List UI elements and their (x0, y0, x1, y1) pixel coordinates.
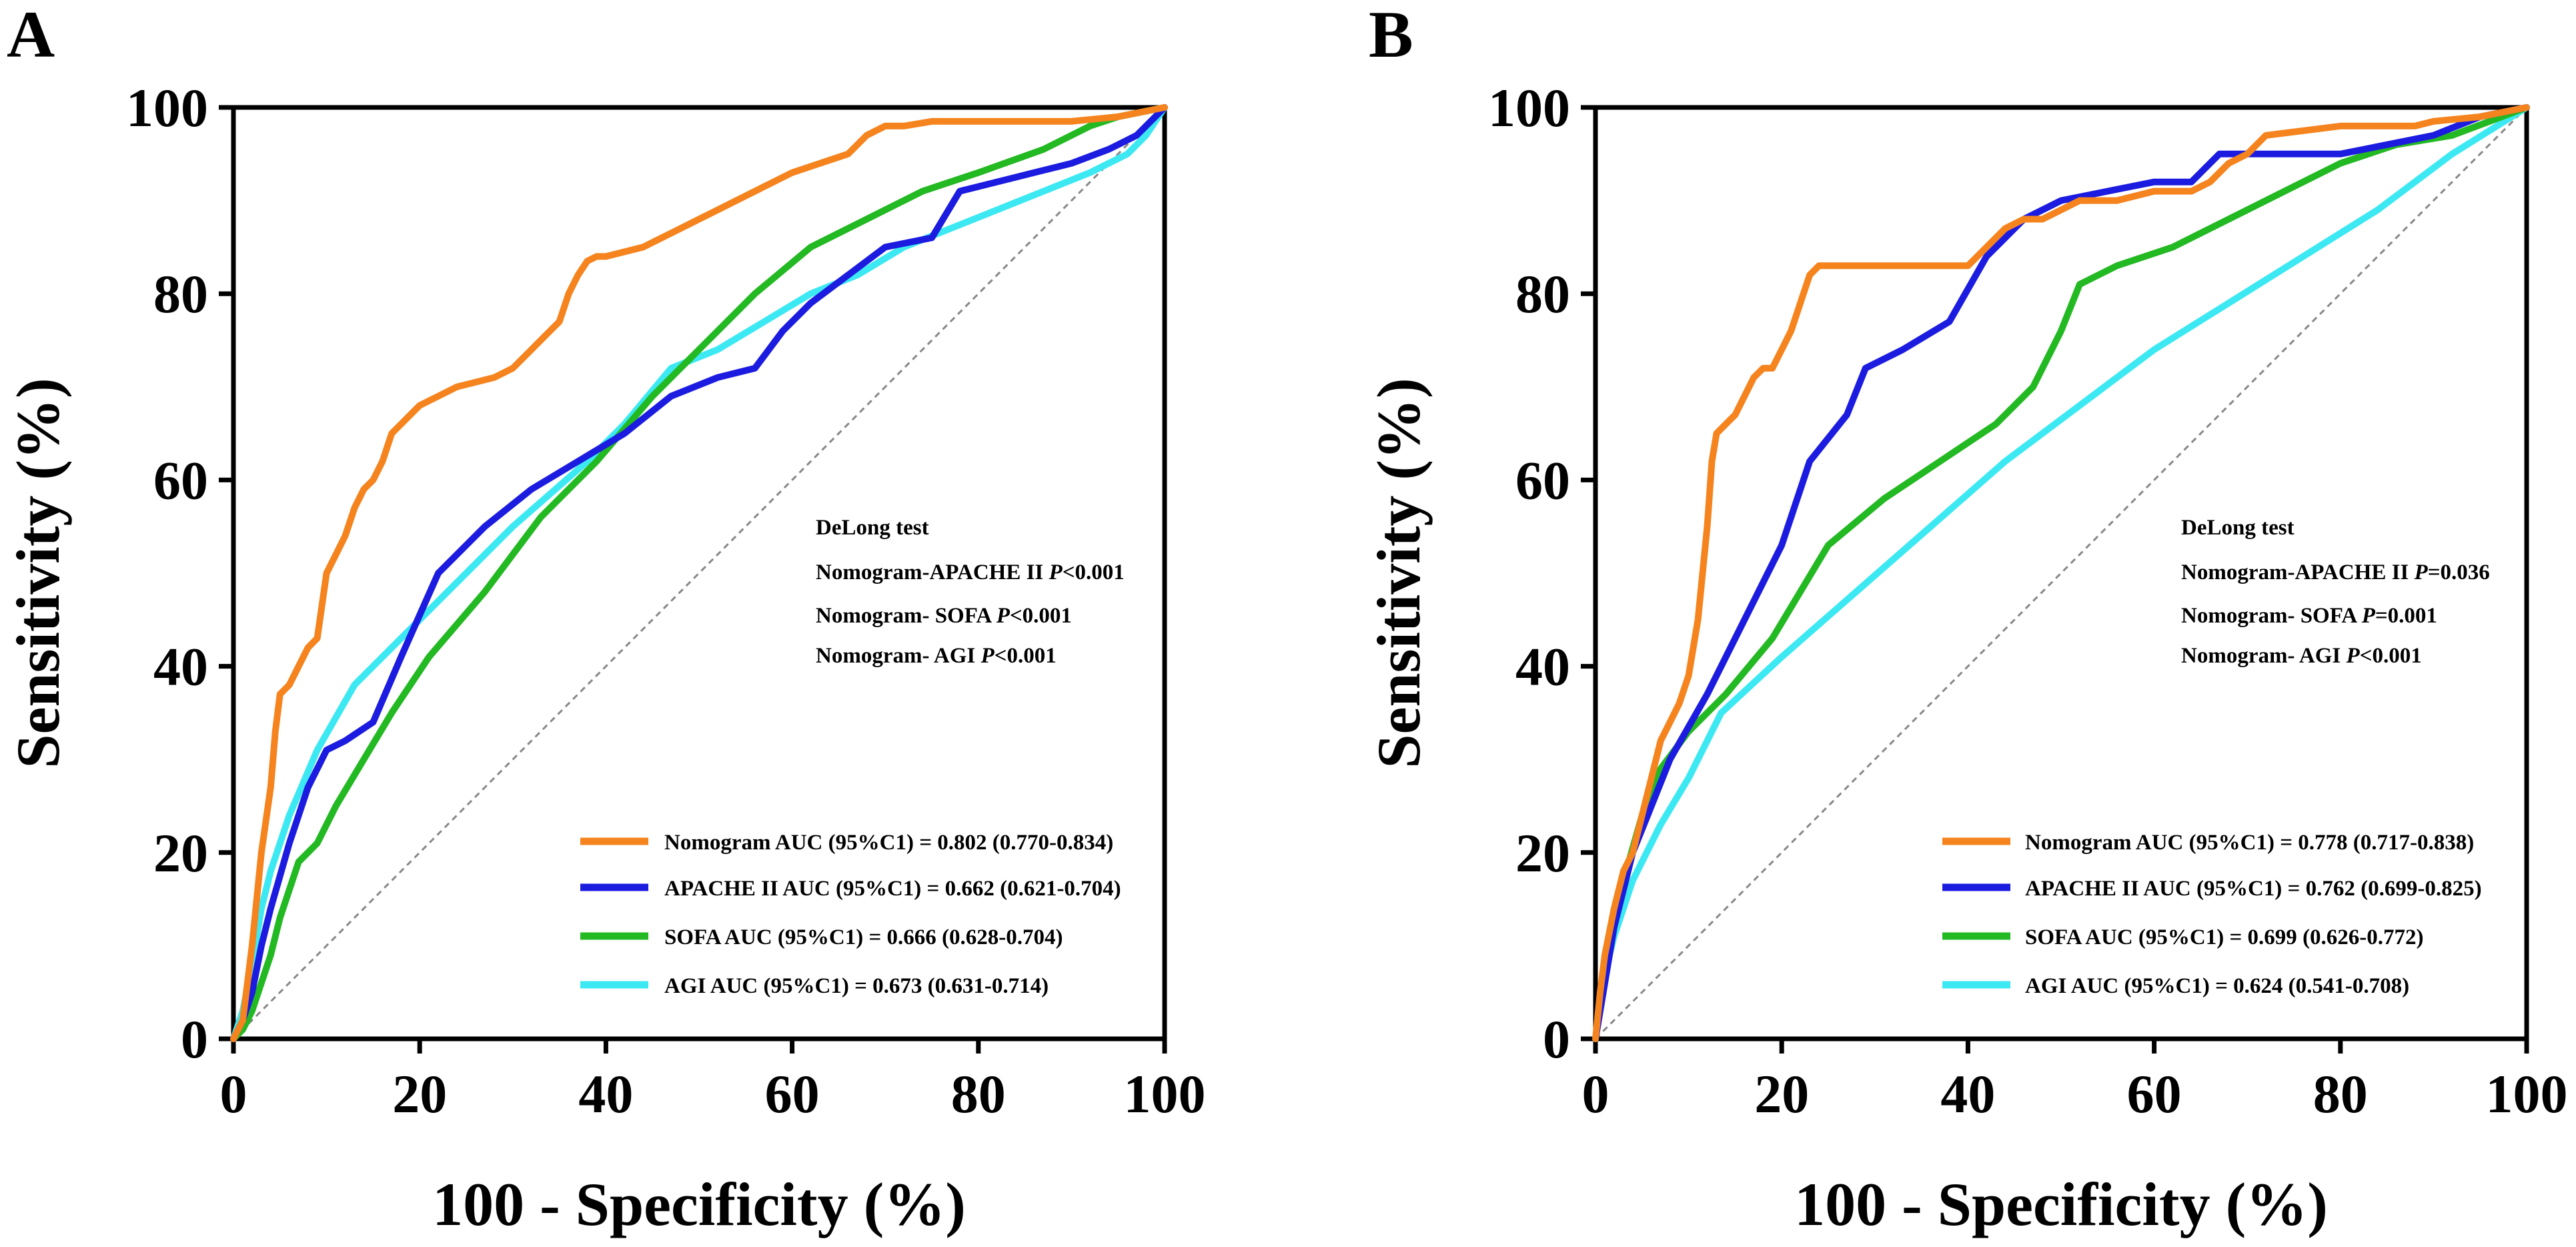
roc-curve-nomogram (230, 104, 1168, 1042)
test-label: Nomogram- AGI (816, 644, 981, 668)
legend-label: Nomogram AUC (95%C1) = 0.802 (0.770-0.83… (664, 831, 1113, 855)
x-tick-label: 60 (765, 1064, 820, 1124)
x-tick-label: 40 (1940, 1064, 1995, 1124)
panel-b-label: B (1369, 0, 1413, 71)
legend-label: AGI AUC (95%C1) = 0.673 (0.631-0.714) (664, 974, 1049, 998)
x-tick-label: 0 (220, 1064, 247, 1124)
delong-test-row: Nomogram- SOFA P=0.001 (2181, 604, 2437, 628)
p-value: =0.001 (2375, 604, 2437, 628)
legend: Nomogram AUC (95%C1) = 0.778 (0.717-0.83… (1942, 831, 2482, 998)
test-label: Nomogram-APACHE II (816, 560, 1049, 584)
x-tick-label: 0 (1582, 1064, 1609, 1124)
p-value: =0.036 (2428, 560, 2490, 584)
delong-test-block: DeLong test Nomogram-APACHE II P<0.001 N… (816, 516, 1125, 668)
p-symbol: P (1049, 560, 1063, 584)
p-value: <0.001 (995, 644, 1057, 668)
panel-a-label: A (7, 0, 55, 71)
p-value: <0.001 (1010, 604, 1072, 628)
test-label: Nomogram- SOFA (2181, 604, 2362, 628)
y-tick-label: 40 (153, 637, 208, 697)
x-tick-label: 40 (578, 1064, 633, 1124)
p-symbol: P (980, 644, 995, 668)
y-tick-label: 0 (181, 1009, 208, 1070)
plot-frame (1593, 105, 2529, 1042)
x-axis-title: 100 - Specificity (%) (432, 1170, 966, 1238)
p-symbol: P (2414, 560, 2429, 584)
y-tick-label: 20 (1515, 823, 1570, 883)
delong-test-block: DeLong test Nomogram-APACHE II P=0.036 N… (2181, 516, 2490, 668)
y-axis-title: Sensitivity (%) (1365, 378, 1433, 768)
y-tick-label: 40 (1515, 637, 1570, 697)
legend-label: Nomogram AUC (95%C1) = 0.778 (0.717-0.83… (2025, 831, 2474, 855)
x-tick-label: 80 (2313, 1064, 2368, 1124)
test-label: Nomogram- SOFA (816, 604, 997, 628)
roc-curve-nomogram (1592, 104, 2530, 1042)
p-symbol: P (996, 604, 1011, 628)
test-label: Nomogram-APACHE II (2181, 560, 2415, 584)
y-tick-label: 100 (126, 77, 208, 138)
legend-label: SOFA AUC (95%C1) = 0.699 (0.626-0.772) (2025, 925, 2424, 949)
x-tick-label: 60 (2127, 1064, 2182, 1124)
y-tick-label: 0 (1543, 1009, 1570, 1070)
legend-label: SOFA AUC (95%C1) = 0.666 (0.628-0.704) (664, 925, 1063, 949)
legend: Nomogram AUC (95%C1) = 0.802 (0.770-0.83… (580, 831, 1121, 998)
y-tick-label: 20 (153, 823, 208, 883)
legend-label: AGI AUC (95%C1) = 0.624 (0.541-0.708) (2025, 974, 2409, 998)
x-tick-label: 100 (1124, 1064, 1206, 1124)
delong-test-row: Nomogram- AGI P<0.001 (2181, 644, 2422, 668)
y-axis-title: Sensitivity (%) (4, 378, 72, 768)
y-tick-label: 100 (1488, 77, 1570, 138)
y-tick-label: 60 (1515, 450, 1570, 510)
p-symbol: P (2345, 644, 2360, 668)
x-tick-label: 100 (2486, 1064, 2568, 1124)
y-tick-label: 60 (153, 450, 208, 510)
x-tick-label: 20 (392, 1064, 447, 1124)
delong-test-row: Nomogram- SOFA P<0.001 (816, 604, 1072, 628)
delong-test-row: Nomogram-APACHE II P<0.001 (816, 560, 1125, 584)
p-value: <0.001 (2360, 644, 2422, 668)
p-value: <0.001 (1063, 560, 1125, 584)
roc-curve-agi (230, 104, 1168, 1042)
delong-test-title: DeLong test (2181, 516, 2295, 540)
delong-test-row: Nomogram- AGI P<0.001 (816, 644, 1057, 668)
p-symbol: P (2361, 604, 2376, 628)
plot-frame (231, 105, 1167, 1042)
test-label: Nomogram- AGI (2181, 644, 2346, 668)
legend-label: APACHE II AUC (95%C1) = 0.762 (0.699-0.8… (2025, 877, 2482, 901)
y-tick-label: 80 (153, 264, 208, 324)
legend-label: APACHE II AUC (95%C1) = 0.662 (0.621-0.7… (664, 877, 1121, 901)
roc-curve-apache-ii (230, 104, 1168, 1042)
roc-curve-sofa (230, 104, 1168, 1042)
x-tick-label: 20 (1754, 1064, 1809, 1124)
roc-curve-agi (1592, 104, 2530, 1042)
panel-a: A 0 20 40 60 80 100 0 20 40 60 80 100 100 - Specifi… (4, 0, 1206, 1238)
delong-test-title: DeLong test (816, 516, 929, 540)
x-axis-title: 100 - Specificity (%) (1794, 1170, 2328, 1238)
x-tick-label: 80 (951, 1064, 1006, 1124)
delong-test-row: Nomogram-APACHE II P=0.036 (2181, 560, 2490, 584)
panel-b: B 0 20 40 60 80 100 0 20 40 60 80 100 100 - Specifi… (1365, 0, 2568, 1238)
y-tick-label: 80 (1515, 264, 1570, 324)
